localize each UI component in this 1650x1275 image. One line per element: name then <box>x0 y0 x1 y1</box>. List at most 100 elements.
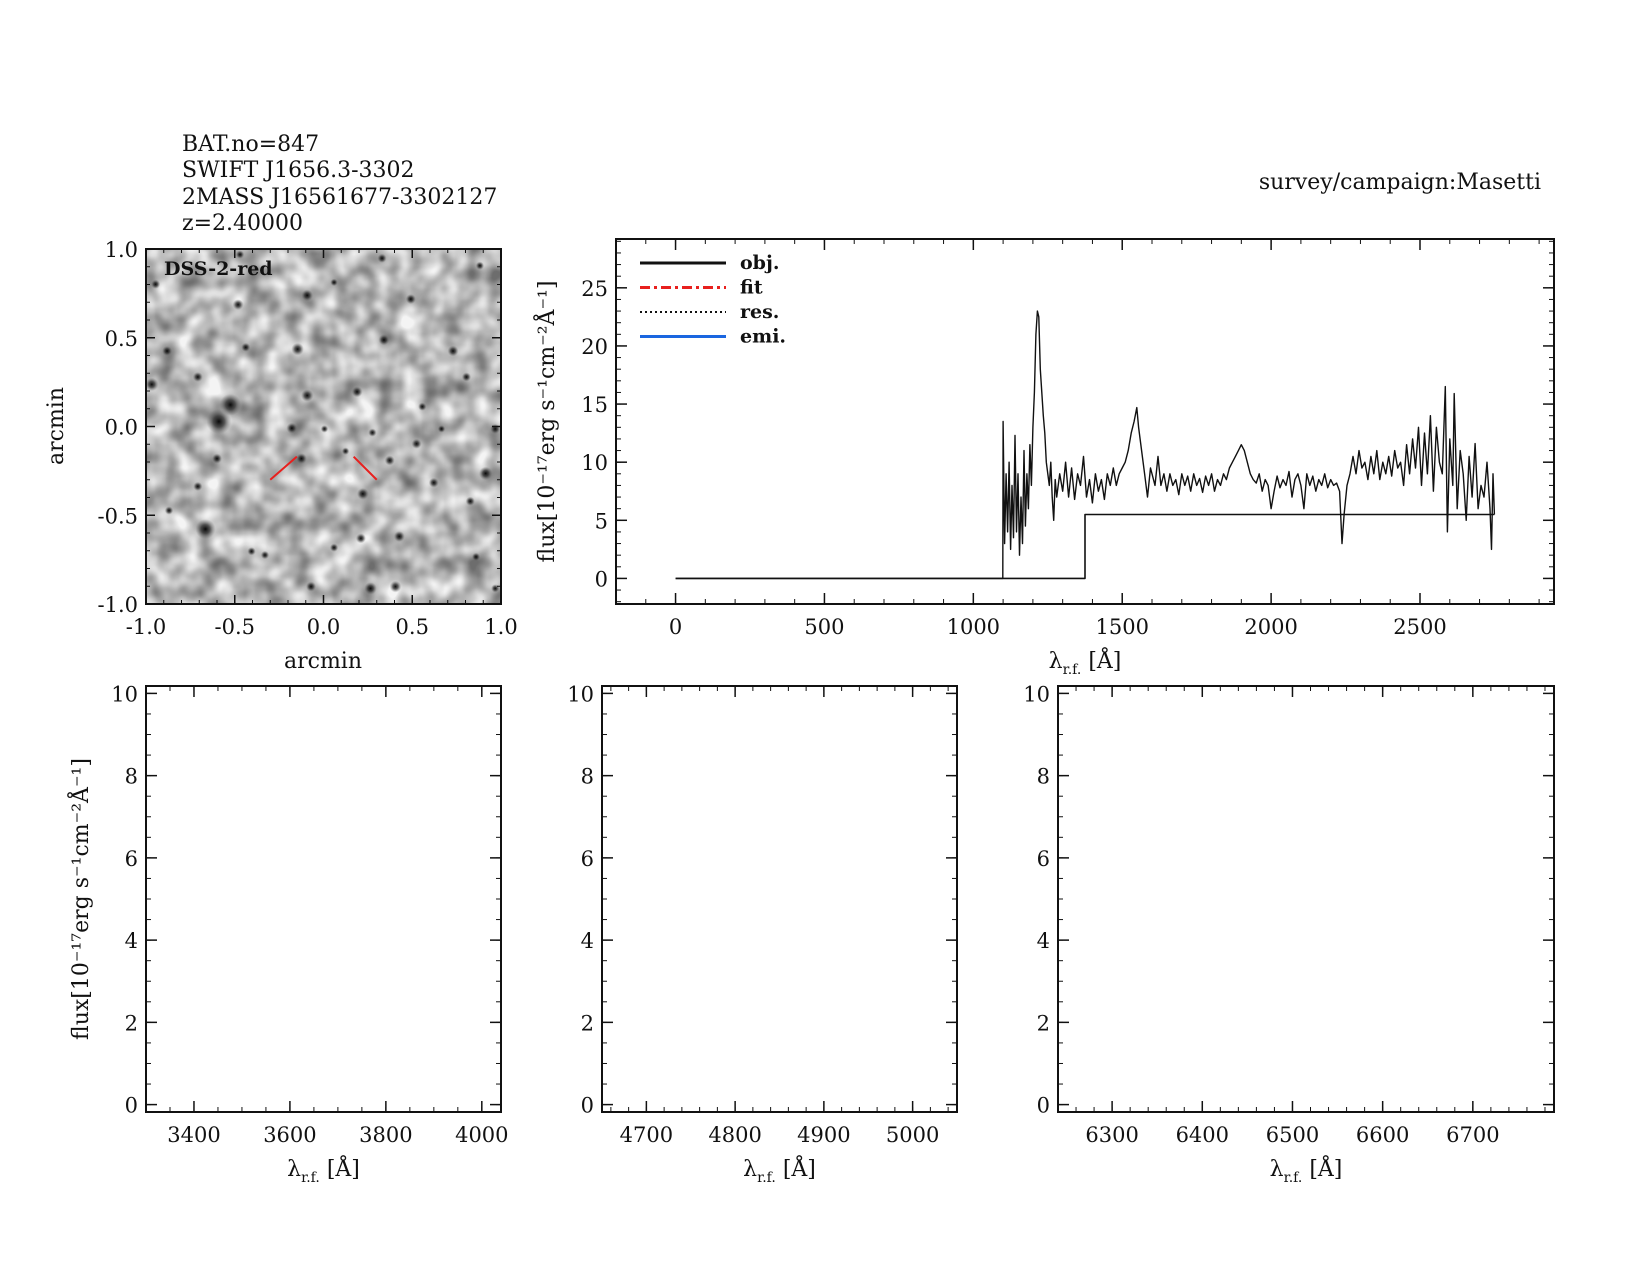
x-tick-label: 0.5 <box>396 615 429 639</box>
star <box>471 552 481 562</box>
star <box>162 345 173 357</box>
star <box>193 481 203 492</box>
x-tick-label: 5000 <box>886 1123 939 1147</box>
y-tick-label: 2 <box>1037 1011 1050 1035</box>
y-tick-label: 0.5 <box>105 327 138 351</box>
series-obj <box>675 310 1496 580</box>
y-tick-label: 25 <box>581 277 608 301</box>
twomass-name: 2MASS J16561677-3302127 <box>182 185 497 210</box>
star <box>351 386 363 398</box>
plot-frame <box>615 238 1555 605</box>
image-survey-label: DSS-2-red <box>164 258 273 280</box>
x-tick-label: 4700 <box>620 1123 673 1147</box>
x-axis-label: λr.f. [Å] <box>743 1154 816 1186</box>
y-tick-label: 10 <box>581 451 608 475</box>
star <box>164 506 174 515</box>
y-tick-label: 20 <box>581 335 608 359</box>
x-axis-label: λr.f. [Å] <box>1270 1154 1343 1186</box>
x-tick-label: 4900 <box>797 1123 850 1147</box>
y-tick-label: 1.0 <box>105 238 138 262</box>
star <box>447 345 459 357</box>
y-tick-label: 10 <box>1023 682 1050 706</box>
target-marker-right <box>352 455 378 481</box>
star <box>235 250 245 259</box>
chart-halpha-region: 6300 6400 6500 6600 6700 0 2 4 6 8 10 λr.f. [Å] <box>1023 682 1555 1186</box>
y-tick-label: -1.0 <box>98 593 139 617</box>
y-tick-label: 15 <box>581 393 608 417</box>
angstrom-unit: [Å] <box>1081 646 1121 674</box>
survey-campaign: survey/campaign:Masetti <box>1259 170 1541 195</box>
legend-label-emi: emi. <box>740 326 786 348</box>
y-tick-label: 6 <box>1037 847 1050 871</box>
angstrom-unit: [Å] <box>320 1154 360 1182</box>
x-tick-label: -1.0 <box>126 615 167 639</box>
star <box>195 518 216 540</box>
star <box>300 389 314 402</box>
swift-name: SWIFT J1656.3-3302 <box>182 158 415 183</box>
lambda-symbol: λ <box>1270 1157 1284 1182</box>
y-tick-label: 5 <box>595 509 608 533</box>
x-tick-label: 2000 <box>1244 615 1297 639</box>
x-tick-label: 1500 <box>1095 615 1148 639</box>
star <box>150 279 161 289</box>
star <box>247 547 256 556</box>
angstrom-unit: [Å] <box>1302 1154 1342 1182</box>
star <box>192 371 203 383</box>
star <box>428 477 439 488</box>
star <box>286 422 298 434</box>
x-tick-label: 6700 <box>1446 1123 1499 1147</box>
x-tick-label: 4000 <box>455 1123 508 1147</box>
y-tick-label: 4 <box>581 929 594 953</box>
star <box>491 584 500 593</box>
series-continuum <box>675 513 1495 580</box>
x-axis-label: λr.f. [Å] <box>1049 646 1122 678</box>
dss-image <box>146 249 501 604</box>
x-tick-label: 6500 <box>1266 1123 1319 1147</box>
star <box>418 402 427 411</box>
star <box>378 334 390 346</box>
x-tick-label: 3600 <box>263 1123 316 1147</box>
y-tick-label: 6 <box>581 847 594 871</box>
bat-number: BAT.no=847 <box>182 132 319 157</box>
rest-frame-subscript: r.f. <box>1284 1170 1303 1186</box>
image-ylabel: arcmin <box>44 387 69 465</box>
y-tick-label: 0 <box>1037 1094 1050 1118</box>
chart-hbeta-region-left: 3400 3600 3800 4000 0 2 4 6 8 10 λr.f. [Å] flux[10⁻… <box>66 682 509 1186</box>
star <box>465 496 475 506</box>
redshift: z=2.40000 <box>182 211 303 236</box>
rest-frame-subscript: r.f. <box>1063 662 1082 678</box>
x-tick-label: 3800 <box>359 1123 412 1147</box>
star <box>478 466 493 481</box>
y-tick-label: 6 <box>125 847 138 871</box>
x-tick-label: 6600 <box>1356 1123 1409 1147</box>
star <box>305 581 317 592</box>
y-tick-label: 0.0 <box>105 416 138 440</box>
star <box>475 261 485 270</box>
star <box>206 408 232 435</box>
y-tick-label: 0 <box>581 1094 594 1118</box>
star <box>295 453 307 465</box>
star <box>384 455 395 466</box>
star <box>393 531 405 542</box>
y-tick-label: -0.5 <box>98 504 139 528</box>
star <box>301 289 314 302</box>
star <box>219 393 242 416</box>
rest-frame-subscript: r.f. <box>757 1170 776 1186</box>
star <box>330 278 338 287</box>
x-tick-label: 3400 <box>167 1123 220 1147</box>
legend-label-fit: fit <box>740 277 763 299</box>
x-tick-label: 0 <box>669 615 682 639</box>
star <box>232 299 244 311</box>
chart-hbeta-region: 4700 4800 4900 5000 0 2 4 6 8 10 λr.f. [Å] <box>567 682 958 1186</box>
plot-frame <box>601 685 958 1113</box>
star <box>341 447 350 455</box>
x-tick-label: 1000 <box>947 615 1000 639</box>
star <box>260 550 270 560</box>
star <box>291 342 304 356</box>
rest-frame-subscript: r.f. <box>301 1170 320 1186</box>
legend-label-res: res. <box>740 301 779 323</box>
star <box>461 372 472 382</box>
chart-spectrum: 0 500 1000 1500 2000 2500 0 5 10 15 20 25 λr.f. [Å] f… <box>532 238 1555 678</box>
